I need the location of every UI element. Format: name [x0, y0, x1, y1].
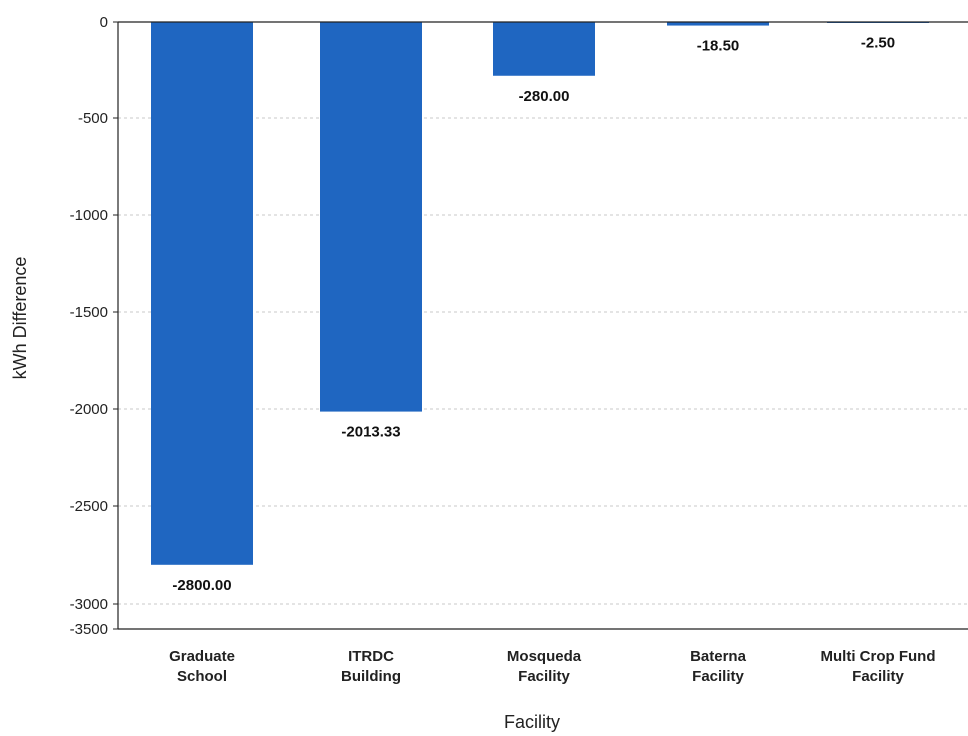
data-label: -2013.33 — [341, 424, 400, 441]
y-axis-title: kWh Difference — [10, 257, 30, 380]
bar — [493, 22, 595, 76]
gridlines — [118, 117, 968, 605]
data-label: -18.50 — [697, 38, 740, 55]
axes — [113, 21, 968, 630]
y-tick-label: -3000 — [70, 596, 108, 613]
data-label: -2.50 — [861, 34, 895, 51]
y-tick-label: 0 — [100, 14, 108, 31]
bar — [151, 22, 253, 565]
x-category-label: ITRDC Building — [341, 648, 401, 685]
y-tick-label: -500 — [78, 110, 108, 127]
bars — [151, 22, 929, 565]
y-tick-label: -1000 — [70, 207, 108, 224]
x-axis-title: Facility — [504, 712, 560, 732]
bar — [320, 22, 422, 412]
y-tick-labels: 0 -500 -1000 -1500 -2000 -2500 -3000 -3500 — [70, 14, 108, 638]
x-category-label: Multi Crop Fund Facility — [821, 648, 936, 685]
x-category-label: Graduate School — [169, 648, 235, 685]
data-labels: -2800.00 -2013.33 -280.00 -18.50 -2.50 — [172, 34, 895, 593]
x-category-label: Mosqueda Facility — [507, 648, 582, 685]
y-tick-label: -2500 — [70, 498, 108, 515]
y-tick-label: -2000 — [70, 401, 108, 418]
x-category-label: Baterna Facility — [690, 648, 747, 685]
y-tick-label: -3500 — [70, 621, 108, 638]
y-tick-label: -1500 — [70, 304, 108, 321]
bar — [667, 22, 769, 26]
x-category-labels: Graduate School ITRDC Building Mosqueda Facil… — [169, 648, 935, 685]
data-label: -2800.00 — [172, 577, 231, 594]
data-label: -280.00 — [519, 88, 570, 105]
